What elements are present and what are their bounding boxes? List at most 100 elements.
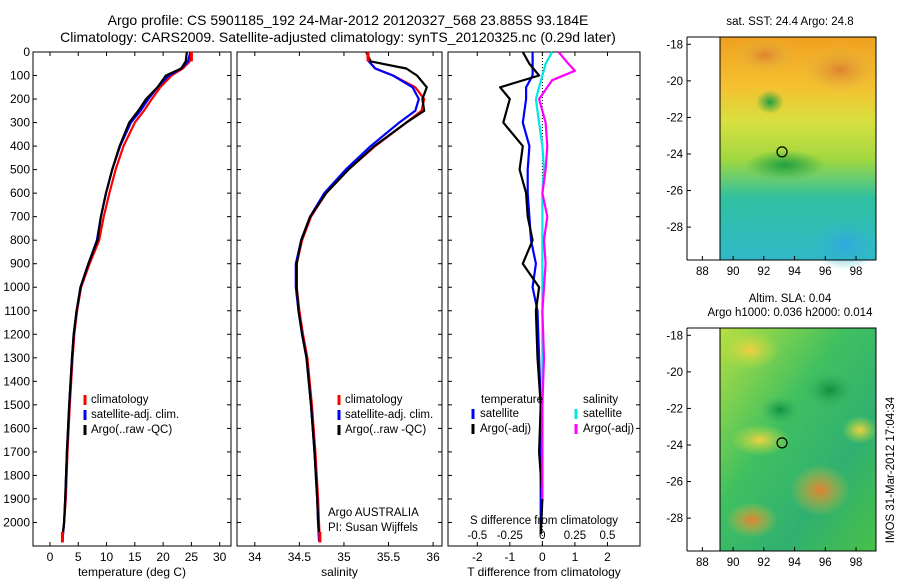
x-tick-label: 10 <box>100 550 114 564</box>
series-line <box>61 51 192 542</box>
map-x-tick-label: 92 <box>757 266 770 278</box>
x-tick-label: 25 <box>185 550 199 564</box>
x-tick-label: 15 <box>128 550 142 564</box>
sla-map-title1: Altim. SLA: 0.04 <box>749 293 832 305</box>
y-tick-label: 1600 <box>3 421 30 435</box>
legend-label: climatology <box>345 394 403 406</box>
salinity-profile-panel: 34 34.5 35 35.5 36 salinity <box>236 51 443 579</box>
series-line <box>61 51 188 533</box>
sla-map-title2: Argo h1000: 0.036 h2000: 0.014 <box>708 307 874 319</box>
x-tick-label: 0 <box>47 550 54 564</box>
x-tick-label: 2 <box>604 550 611 564</box>
legend-label: Argo(-adj) <box>583 423 634 435</box>
map-x-tick-label: 94 <box>788 266 801 278</box>
plot-frame <box>236 51 443 547</box>
y-tick-label: 200 <box>10 92 30 106</box>
y-tick-label: 1700 <box>3 445 30 459</box>
sst-green-patch <box>756 90 784 114</box>
sla-high-patch <box>730 424 790 456</box>
figure-title-line2: Climatology: CARS2009. Satellite-adjuste… <box>60 29 616 45</box>
sst-warm-patch <box>735 37 795 73</box>
sla-high-patch <box>720 330 780 370</box>
map-y-tick-label: -22 <box>666 403 683 415</box>
temperature-legend: climatology satellite-adj. clim. Argo(..ra… <box>83 394 179 436</box>
sla-map: 88 90 92 94 96 98 -18 -20 -22 -24 -26 -28 <box>666 327 878 569</box>
sla-low-patch <box>760 396 800 424</box>
map-y-tick-label: -22 <box>666 112 683 124</box>
y-tick-label: 100 <box>10 69 30 83</box>
legend-label: satellite-adj. clim. <box>345 409 433 421</box>
x-tick-label: 36 <box>426 550 440 564</box>
x-tick-label: 35.5 <box>377 550 401 564</box>
sst-green-patch <box>745 150 825 180</box>
x-tick-label: 5 <box>75 550 82 564</box>
map-x-tick-label: 96 <box>819 266 832 278</box>
x-tick-label: 0 <box>539 550 546 564</box>
y-tick-label: 1200 <box>3 327 30 341</box>
x-tick-label: 35 <box>337 550 351 564</box>
x-tick-label: 34 <box>248 550 262 564</box>
top-tick-label: -0.25 <box>497 530 523 542</box>
map-y-tick-label: -26 <box>666 186 683 198</box>
legend-title-salinity: salinity <box>583 394 618 406</box>
map-x-tick-label: 88 <box>696 266 709 278</box>
map-y-tick-label: -24 <box>666 440 683 452</box>
legend-label: satellite <box>583 408 622 420</box>
map-x-tick-label: 92 <box>757 557 770 569</box>
x-tick-label: -1 <box>504 550 515 564</box>
legend-label: satellite-adj. clim. <box>91 409 179 421</box>
argo-country-label: Argo AUSTRALIA <box>328 507 419 519</box>
imos-timestamp: IMOS 31-Mar-2012 17:04:34 <box>885 396 897 543</box>
map-y-tick-label: -24 <box>666 149 683 161</box>
top-tick-label: -0.5 <box>467 530 487 542</box>
salinity-legend: climatology satellite-adj. clim. Argo(..ra… <box>337 394 433 436</box>
sla-high-patch <box>726 502 778 538</box>
y-tick-label: 700 <box>10 210 30 224</box>
y-tick-label: 400 <box>10 139 30 153</box>
difference-legend: temperature salinity satellite satellite Arg… <box>471 394 634 435</box>
pi-label: PI: Susan Wijffels <box>328 522 418 534</box>
map-x-tick-label: 94 <box>788 557 801 569</box>
sla-map-axes: 88 90 92 94 96 98 -18 -20 -22 -24 -26 -28 <box>666 327 876 569</box>
top-tick-label: 0.25 <box>564 530 586 542</box>
sst-map-title: sat. SST: 24.4 Argo: 24.8 <box>726 16 853 28</box>
y-tick-label: 1900 <box>3 492 30 506</box>
map-x-tick-label: 98 <box>850 266 863 278</box>
legend-label: Argo(..raw -QC) <box>345 424 426 436</box>
sst-warm-patch <box>800 45 880 95</box>
map-y-tick-label: -26 <box>666 477 683 489</box>
y-tick-label: 500 <box>10 163 30 177</box>
legend-label: climatology <box>91 394 149 406</box>
x-tick-label: 34.5 <box>288 550 312 564</box>
difference-profile-panel: -2 -1 0 1 2T difference from climatology S di… <box>447 51 641 579</box>
sst-argo-position-marker <box>776 146 788 158</box>
plot-frame <box>447 51 641 547</box>
legend-label: Argo(..raw -QC) <box>91 424 172 436</box>
y-tick-label: 1300 <box>3 351 30 365</box>
sla-high-patch <box>790 464 850 516</box>
y-tick-label: 1400 <box>3 374 30 388</box>
y-tick-label: 900 <box>10 257 30 271</box>
sst-cool-patch <box>810 220 880 270</box>
top-tick-label: 0.5 <box>599 530 615 542</box>
y-tick-label: 0 <box>23 45 30 59</box>
map-y-tick-label: -18 <box>666 330 683 342</box>
map-y-tick-label: -20 <box>666 76 683 88</box>
y-tick-label: 300 <box>10 116 30 130</box>
y-tick-label: 1800 <box>3 468 30 482</box>
sla-low-patch <box>805 372 855 408</box>
y-tick-label: 600 <box>10 186 30 200</box>
x-axis-label: T difference from climatology <box>467 565 621 579</box>
plot-frame <box>32 51 232 547</box>
x-tick-label: -2 <box>472 550 483 564</box>
series-line <box>294 51 420 542</box>
temperature-profile-panel: 0100200300400500600700800900100011001200… <box>3 45 232 579</box>
y-tick-label: 1500 <box>3 398 30 412</box>
series-line <box>295 51 428 533</box>
series-line <box>537 51 577 499</box>
map-x-tick-label: 90 <box>727 266 740 278</box>
sst-map: 88 90 92 94 96 98 -18 -20 -22 -24 -26 -28 <box>666 36 880 278</box>
legend-label: Argo(-adj) <box>480 423 531 435</box>
y-tick-label: 800 <box>10 233 30 247</box>
